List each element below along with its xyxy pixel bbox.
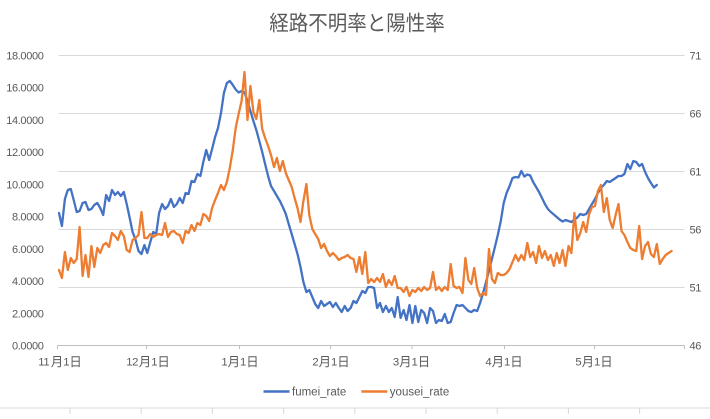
svg-text:11: 11 bbox=[38, 356, 49, 368]
svg-text:16.0000: 16.0000 bbox=[6, 83, 44, 95]
svg-text:46: 46 bbox=[690, 341, 702, 353]
svg-text:14.0000: 14.0000 bbox=[6, 115, 44, 127]
svg-text:4: 4 bbox=[485, 356, 491, 368]
svg-text:18.0000: 18.0000 bbox=[6, 51, 44, 63]
svg-text:1: 1 bbox=[63, 356, 69, 368]
svg-text:2: 2 bbox=[312, 356, 318, 368]
svg-text:56: 56 bbox=[690, 225, 702, 237]
svg-text:1: 1 bbox=[331, 356, 337, 368]
svg-text:4.0000: 4.0000 bbox=[12, 276, 44, 288]
svg-text:1: 1 bbox=[412, 356, 418, 368]
svg-text:61: 61 bbox=[690, 167, 702, 179]
svg-text:1: 1 bbox=[504, 356, 510, 368]
svg-text:8.0000: 8.0000 bbox=[12, 212, 44, 224]
svg-text:71: 71 bbox=[690, 51, 702, 63]
svg-text:10.0000: 10.0000 bbox=[6, 179, 44, 191]
svg-text:12.0000: 12.0000 bbox=[6, 147, 44, 159]
svg-text:66: 66 bbox=[690, 109, 702, 121]
svg-text:6.0000: 6.0000 bbox=[12, 244, 44, 256]
svg-text:1: 1 bbox=[594, 356, 600, 368]
svg-text:5: 5 bbox=[575, 356, 581, 368]
svg-text:fumei_rate: fumei_rate bbox=[292, 387, 346, 399]
svg-text:1: 1 bbox=[221, 356, 227, 368]
svg-text:0.0000: 0.0000 bbox=[12, 341, 44, 353]
svg-text:51: 51 bbox=[690, 283, 702, 295]
svg-text:3: 3 bbox=[393, 356, 399, 368]
svg-text:2.0000: 2.0000 bbox=[12, 308, 44, 320]
svg-text:yousei_rate: yousei_rate bbox=[390, 387, 449, 399]
svg-text:12: 12 bbox=[126, 356, 138, 368]
svg-text:1: 1 bbox=[151, 356, 157, 368]
svg-text:1: 1 bbox=[240, 356, 246, 368]
